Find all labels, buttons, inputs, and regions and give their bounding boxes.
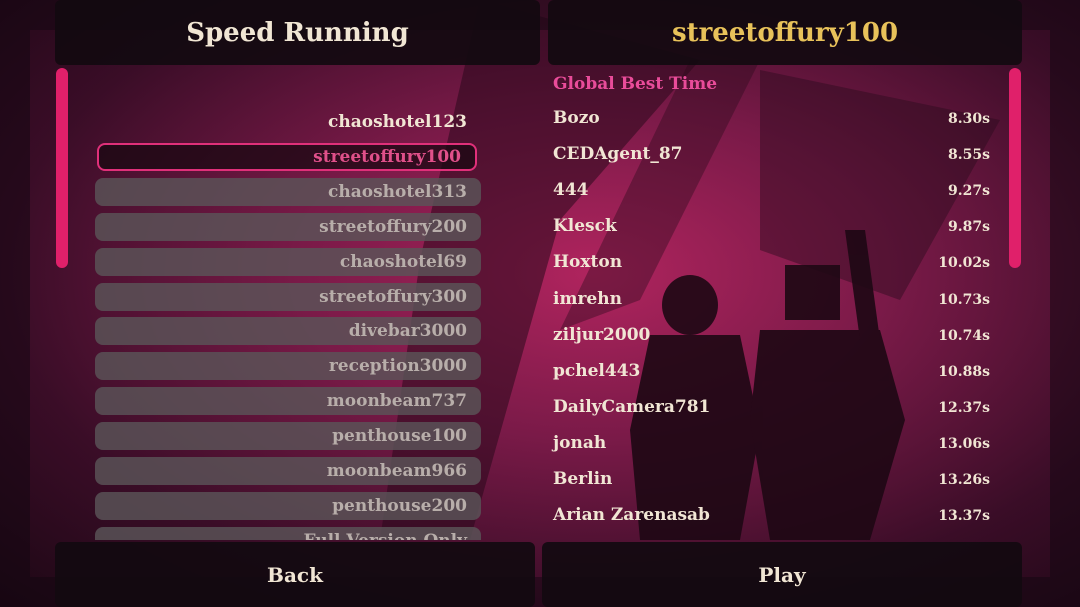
level-item[interactable]: streetoffury100 (97, 142, 477, 171)
best-time: 12.37s (938, 399, 990, 416)
level-list: chaoshotel123 streetoffury100 chaoshotel31… (90, 104, 490, 540)
best-time: 13.26s (938, 472, 990, 488)
player-name: jonah (553, 432, 607, 453)
player-name: imrehn (553, 288, 622, 309)
level-item[interactable]: Full Version Only (95, 526, 481, 540)
best-time: 10.88s (938, 363, 990, 380)
level-item[interactable]: moonbeam737 (95, 387, 481, 416)
level-item[interactable]: chaoshotel123 (328, 112, 467, 132)
level-item[interactable]: chaoshotel313 (95, 177, 481, 206)
player-name: DailyCamera781 (553, 396, 711, 417)
player-name: Hoxton (553, 252, 623, 273)
level-item[interactable]: moonbeam966 (95, 457, 481, 485)
best-time: 9.27s (948, 183, 990, 200)
level-item[interactable]: chaoshotel69 (95, 247, 481, 276)
best-time: 10.74s (938, 327, 990, 344)
best-time: 9.87s (948, 219, 990, 236)
level-item[interactable]: streetoffury300 (95, 282, 481, 311)
level-title: streetoffury100 (548, 0, 1022, 65)
level-item[interactable]: penthouse200 (95, 491, 481, 520)
best-time: 8.30s (948, 111, 990, 127)
player-name: Klesck (553, 216, 617, 237)
level-item[interactable]: reception3000 (95, 352, 481, 381)
level-item[interactable]: streetoffury200 (95, 212, 481, 241)
level-item[interactable]: divebar3000 (95, 317, 481, 346)
leaderboard-scrollbar[interactable] (1009, 68, 1021, 268)
list-scrollbar[interactable] (56, 68, 68, 268)
best-time: 10.02s (938, 255, 990, 272)
leaderboard-heading: Global Best Time (553, 74, 718, 94)
player-name: CEDAgent_87 (553, 144, 683, 165)
player-name: 444 (553, 180, 589, 201)
player-name: Arian Zarenasab (553, 505, 710, 526)
mode-title: Speed Running (55, 0, 540, 65)
best-time: 13.06s (938, 435, 990, 452)
best-time: 10.73s (938, 291, 990, 308)
player-name: ziljur2000 (553, 324, 651, 345)
play-button[interactable]: Play (542, 542, 1022, 607)
level-item[interactable]: penthouse100 (95, 422, 481, 451)
player-name: pchel443 (553, 360, 641, 381)
player-name: Berlin (553, 469, 613, 489)
best-time: 8.55s (948, 147, 990, 164)
player-name: Bozo (553, 108, 600, 128)
best-time: 13.37s (938, 508, 990, 525)
back-button[interactable]: Back (55, 542, 535, 607)
